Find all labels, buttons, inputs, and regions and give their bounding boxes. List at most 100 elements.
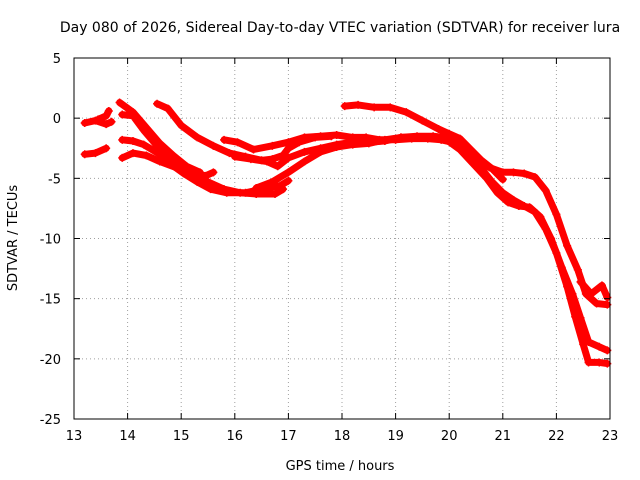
data-point-marker xyxy=(418,116,427,125)
data-point-marker xyxy=(279,185,288,194)
data-point-marker xyxy=(139,126,148,135)
data-point-marker xyxy=(466,145,475,154)
data-point-marker xyxy=(284,138,293,147)
data-point-marker xyxy=(262,157,271,166)
data-point-marker xyxy=(155,150,164,159)
x-tick-label: 18 xyxy=(334,429,351,444)
data-point-marker xyxy=(80,150,89,159)
data-point-marker xyxy=(220,135,229,144)
data-point-marker xyxy=(128,137,137,146)
data-point-marker xyxy=(128,111,137,120)
data-point-marker xyxy=(153,99,162,108)
y-tick-label: -5 xyxy=(48,172,61,187)
data-point-marker xyxy=(364,139,373,148)
data-point-marker xyxy=(246,155,255,164)
x-tick-label: 20 xyxy=(441,429,458,444)
data-point-marker xyxy=(102,111,111,120)
x-tick-label: 23 xyxy=(602,429,619,444)
data-point-marker xyxy=(300,157,309,166)
data-point-marker xyxy=(249,145,258,154)
series-layer xyxy=(80,98,612,368)
data-point-marker xyxy=(102,144,111,153)
data-point-marker xyxy=(354,100,363,109)
data-point-marker xyxy=(163,104,172,113)
series-track-1 xyxy=(81,117,115,128)
data-point-marker xyxy=(434,124,443,133)
data-point-marker xyxy=(300,133,309,142)
data-point-marker xyxy=(584,358,593,367)
data-point-marker xyxy=(169,151,178,160)
data-point-marker xyxy=(592,299,601,308)
data-point-marker xyxy=(386,103,395,112)
data-point-marker xyxy=(552,248,561,257)
data-point-marker xyxy=(220,185,229,194)
data-point-marker xyxy=(520,169,529,178)
data-point-marker xyxy=(455,134,464,143)
tick-layer: 13 14 15 16 17 18 19 20 21 22 23 5 0 -5 -10 -15 -20 -25 xyxy=(40,52,619,444)
data-point-marker xyxy=(193,133,202,142)
data-point-marker xyxy=(300,147,309,156)
data-point-marker xyxy=(128,149,137,158)
data-point-marker xyxy=(94,115,103,124)
x-tick-label: 21 xyxy=(495,429,512,444)
data-point-marker xyxy=(579,340,588,349)
data-point-marker xyxy=(597,281,606,290)
data-point-marker xyxy=(429,132,438,141)
data-point-marker xyxy=(552,210,561,219)
data-point-marker xyxy=(402,108,411,117)
data-point-marker xyxy=(102,120,111,129)
data-point-marker xyxy=(520,202,529,211)
data-point-marker xyxy=(171,163,180,172)
data-point-marker xyxy=(284,176,293,185)
data-point-marker xyxy=(187,168,196,177)
data-point-marker xyxy=(445,129,454,138)
data-point-marker xyxy=(107,117,116,126)
data-point-marker xyxy=(268,141,277,150)
data-point-marker xyxy=(155,157,164,166)
data-point-marker xyxy=(370,103,379,112)
data-point-marker xyxy=(225,149,234,158)
data-point-marker xyxy=(332,131,341,140)
data-point-marker xyxy=(498,175,507,184)
data-point-marker xyxy=(80,118,89,127)
data-point-marker xyxy=(498,188,507,197)
data-point-marker xyxy=(201,171,210,180)
data-point-marker xyxy=(587,289,596,298)
y-tick-label: 0 xyxy=(53,112,61,127)
x-tick-label: 16 xyxy=(227,429,244,444)
data-point-marker xyxy=(91,149,100,158)
data-point-marker xyxy=(118,110,127,119)
data-point-marker xyxy=(396,133,405,142)
data-point-marker xyxy=(316,132,325,141)
data-point-marker xyxy=(236,188,245,197)
data-point-marker xyxy=(530,208,539,217)
series-track-13 xyxy=(577,278,611,301)
data-point-marker xyxy=(204,177,212,186)
data-point-marker xyxy=(509,195,518,204)
data-point-marker xyxy=(541,224,550,233)
data-point-marker xyxy=(332,143,341,152)
data-point-marker xyxy=(177,121,186,130)
data-point-marker xyxy=(509,168,518,177)
data-point-marker xyxy=(142,151,151,160)
y-tick-label: 5 xyxy=(53,52,61,67)
data-point-marker xyxy=(530,173,539,182)
data-point-marker xyxy=(488,177,497,186)
data-point-marker xyxy=(380,135,389,144)
data-point-marker xyxy=(153,141,162,150)
data-point-marker xyxy=(477,164,486,173)
data-point-marker xyxy=(209,141,218,150)
data-point-marker xyxy=(563,241,572,250)
data-point-marker xyxy=(576,277,585,286)
data-point-marker xyxy=(541,186,550,195)
data-point-marker xyxy=(268,177,277,186)
data-point-marker xyxy=(209,168,218,177)
data-point-marker xyxy=(284,168,293,177)
x-axis-label: GPS time / hours xyxy=(286,459,395,474)
data-point-marker xyxy=(595,358,604,367)
data-point-marker xyxy=(252,183,261,192)
x-tick-label: 22 xyxy=(548,429,565,444)
data-point-marker xyxy=(563,282,572,291)
